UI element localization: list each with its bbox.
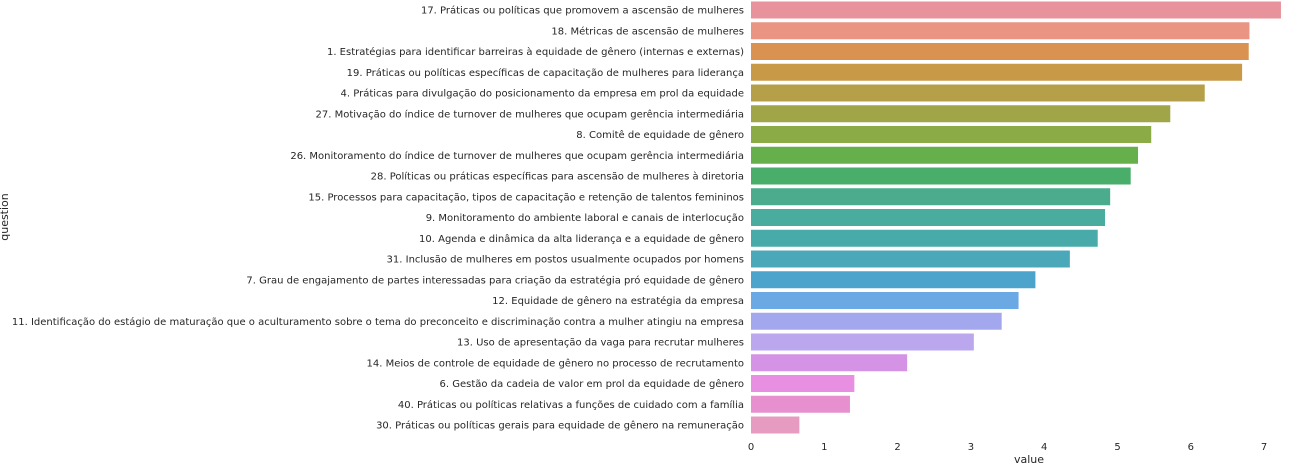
x-tick-label-2: 2	[894, 442, 900, 453]
category-label-15: 12. Equidade de gênero na estratégia da …	[492, 295, 744, 307]
x-tick-label-7: 7	[1261, 442, 1267, 453]
x-tick-label-6: 6	[1188, 442, 1194, 453]
category-label-16: 11. Identificação do estágio de maturaçã…	[12, 316, 744, 328]
bars-group	[751, 1, 1281, 434]
x-tick-label-4: 4	[1041, 442, 1047, 453]
category-label-18: 14. Meios de controle de equidade de gên…	[367, 357, 744, 369]
category-label-5: 4. Práticas para divulgação do posiciona…	[341, 88, 744, 100]
category-label-13: 31. Inclusão de mulheres em postos usual…	[387, 255, 744, 266]
category-label-7: 8. Comitê de equidade de gênero	[576, 129, 744, 141]
bar-20	[751, 395, 850, 413]
category-label-19: 6. Gestão da cadeia de valor em prol da …	[440, 378, 744, 390]
bar-4	[751, 63, 1243, 81]
category-label-12: 10. Agenda e dinâmica da alta liderança …	[419, 233, 744, 245]
bar-11	[751, 209, 1106, 226]
bar-19	[751, 375, 855, 392]
category-labels-group: 17. Práticas ou políticas que promovem a…	[12, 5, 744, 432]
bar-8	[751, 146, 1139, 164]
x-tick-label-5: 5	[1114, 442, 1120, 453]
bar-16	[751, 312, 1002, 330]
category-label-11: 9. Monitoramento do ambiente laboral e c…	[426, 213, 744, 224]
bar-18	[751, 354, 908, 372]
bar-7	[751, 126, 1152, 143]
bar-1	[751, 1, 1281, 19]
category-label-21: 30. Práticas ou políticas gerais para eq…	[376, 420, 744, 432]
bar-17	[751, 333, 974, 351]
category-label-1: 17. Práticas ou políticas que promovem a…	[421, 5, 744, 17]
bar-14	[751, 271, 1036, 289]
category-label-17: 13. Uso de apresentação da vaga para rec…	[457, 338, 744, 349]
bar-9	[751, 167, 1131, 185]
bar-13	[751, 250, 1070, 268]
bar-21	[751, 416, 800, 434]
bar-2	[751, 22, 1250, 40]
bar-6	[751, 105, 1171, 123]
bar-10	[751, 188, 1111, 206]
y-axis-title: question	[0, 193, 11, 241]
category-label-9: 28. Políticas ou práticas específicas pa…	[371, 171, 744, 183]
bar-5	[751, 84, 1205, 102]
bar-15	[751, 292, 1019, 309]
x-tick-label-1: 1	[821, 442, 827, 453]
category-label-8: 26. Monitoramento do índice de turnover …	[290, 150, 744, 162]
category-label-2: 18. Métricas de ascensão de mulheres	[551, 25, 744, 37]
x-tick-label-3: 3	[968, 442, 974, 453]
category-label-6: 27. Motivação do índice de turnover de m…	[316, 108, 744, 120]
x-tick-label-0: 0	[748, 442, 754, 453]
category-label-20: 40. Práticas ou políticas relativas a fu…	[398, 399, 744, 411]
x-axis-title: value	[1014, 453, 1044, 465]
category-label-14: 7. Grau de engajamento de partes interes…	[246, 274, 744, 286]
bar-3	[751, 43, 1249, 60]
x-tick-labels-group: 0 1 2 3 4 5 6 7	[748, 442, 1267, 453]
bar-12	[751, 229, 1098, 247]
category-label-4: 19. Práticas ou políticas específicas de…	[347, 67, 744, 79]
category-label-10: 15. Processos para capacitação, tipos de…	[308, 192, 744, 203]
category-label-3: 1. Estratégias para identificar barreira…	[327, 46, 744, 58]
